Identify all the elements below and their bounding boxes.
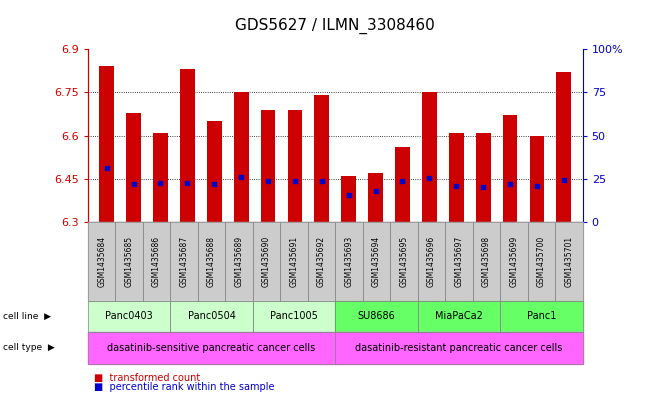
Text: MiaPaCa2: MiaPaCa2: [435, 311, 483, 321]
Text: Panc0403: Panc0403: [105, 311, 153, 321]
Text: Panc1005: Panc1005: [270, 311, 318, 321]
Text: GSM1435692: GSM1435692: [317, 236, 326, 287]
Bar: [260, 110, 275, 222]
Bar: [368, 173, 383, 222]
Text: GSM1435700: GSM1435700: [537, 236, 546, 287]
Bar: [529, 136, 544, 222]
Text: GSM1435688: GSM1435688: [207, 236, 216, 287]
Bar: [557, 72, 571, 222]
Text: dasatinib-sensitive pancreatic cancer cells: dasatinib-sensitive pancreatic cancer ce…: [107, 343, 316, 353]
Bar: [207, 121, 221, 222]
Text: GSM1435695: GSM1435695: [400, 236, 408, 287]
Text: GSM1435696: GSM1435696: [427, 236, 436, 287]
Text: GSM1435698: GSM1435698: [482, 236, 491, 287]
Bar: [153, 133, 168, 222]
Bar: [341, 176, 356, 222]
Text: GSM1435701: GSM1435701: [564, 236, 574, 287]
Text: GSM1435691: GSM1435691: [290, 236, 299, 287]
Text: cell line  ▶: cell line ▶: [3, 312, 51, 321]
Bar: [126, 112, 141, 222]
Text: GSM1435684: GSM1435684: [97, 236, 106, 287]
Bar: [314, 95, 329, 222]
Bar: [449, 133, 464, 222]
Bar: [395, 147, 410, 222]
Text: SU8686: SU8686: [357, 311, 395, 321]
Text: cell type  ▶: cell type ▶: [3, 343, 55, 352]
Bar: [180, 69, 195, 222]
Text: Panc0504: Panc0504: [187, 311, 236, 321]
Bar: [288, 110, 302, 222]
Text: dasatinib-resistant pancreatic cancer cells: dasatinib-resistant pancreatic cancer ce…: [355, 343, 562, 353]
Text: GSM1435697: GSM1435697: [454, 236, 464, 287]
Text: GDS5627 / ILMN_3308460: GDS5627 / ILMN_3308460: [236, 17, 435, 34]
Text: GSM1435699: GSM1435699: [510, 236, 518, 287]
Bar: [100, 66, 114, 222]
Text: GSM1435690: GSM1435690: [262, 236, 271, 287]
Text: Panc1: Panc1: [527, 311, 556, 321]
Text: GSM1435686: GSM1435686: [152, 236, 161, 287]
Bar: [503, 116, 518, 222]
Bar: [422, 92, 437, 222]
Bar: [476, 133, 491, 222]
Text: GSM1435689: GSM1435689: [234, 236, 243, 287]
Bar: [234, 92, 249, 222]
Text: ■  percentile rank within the sample: ■ percentile rank within the sample: [94, 382, 275, 392]
Text: GSM1435693: GSM1435693: [344, 236, 353, 287]
Text: GSM1435687: GSM1435687: [180, 236, 189, 287]
Text: GSM1435694: GSM1435694: [372, 236, 381, 287]
Text: GSM1435685: GSM1435685: [124, 236, 133, 287]
Text: ■  transformed count: ■ transformed count: [94, 373, 201, 383]
